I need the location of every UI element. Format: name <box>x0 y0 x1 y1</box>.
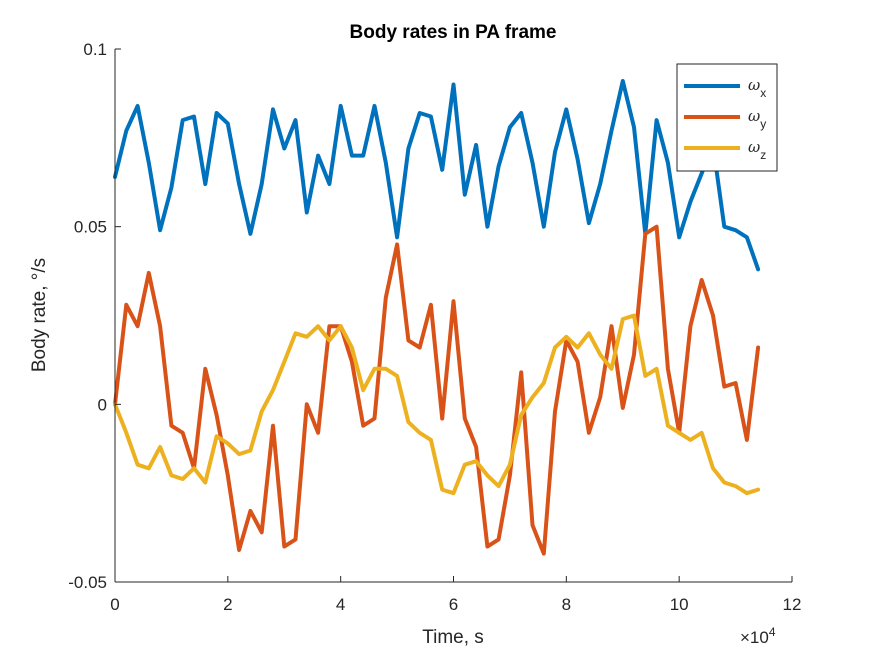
legend-subscript: z <box>760 148 766 162</box>
legend-subscript: y <box>760 117 766 131</box>
x-exponent-label: ×104 <box>740 625 776 647</box>
x-tick-label: 12 <box>783 595 802 614</box>
legend-label-omega-y: ωy <box>748 107 766 131</box>
series-line-omega-x <box>113 79 761 272</box>
y-tick-label: 0.05 <box>74 218 107 237</box>
x-tick-label: 0 <box>110 595 119 614</box>
x-tick-label: 4 <box>336 595 345 614</box>
x-ticks: 0 2 4 6 8 10 12 <box>110 576 801 614</box>
legend-subscript: x <box>760 86 766 100</box>
legend-label-omega-z: ωz <box>748 138 766 162</box>
x-tick-label: 6 <box>449 595 458 614</box>
legend-symbol: ω <box>748 76 760 94</box>
chart-title: Body rates in PA frame <box>350 22 557 43</box>
y-tick-label: -0.05 <box>68 573 107 592</box>
series-line-omega-z <box>113 313 761 496</box>
x-tick-label: 8 <box>562 595 571 614</box>
legend-symbol: ω <box>748 138 760 156</box>
series-layer <box>113 79 761 556</box>
x-exponent-power: 4 <box>769 625 776 639</box>
x-axis-label: Time, s <box>422 627 484 648</box>
series-line-omega-y <box>113 224 761 556</box>
legend-symbol: ω <box>748 107 760 125</box>
legend-label-omega-x: ωx <box>748 76 766 100</box>
y-tick-label: 0.1 <box>83 40 107 59</box>
x-tick-label: 2 <box>223 595 232 614</box>
y-axis-label: Body rate, °/s <box>29 258 50 372</box>
y-ticks: -0.05 0 0.05 0.1 <box>68 40 121 592</box>
x-tick-label: 10 <box>670 595 689 614</box>
y-tick-label: 0 <box>98 395 107 414</box>
x-exponent-base: ×10 <box>740 628 769 647</box>
